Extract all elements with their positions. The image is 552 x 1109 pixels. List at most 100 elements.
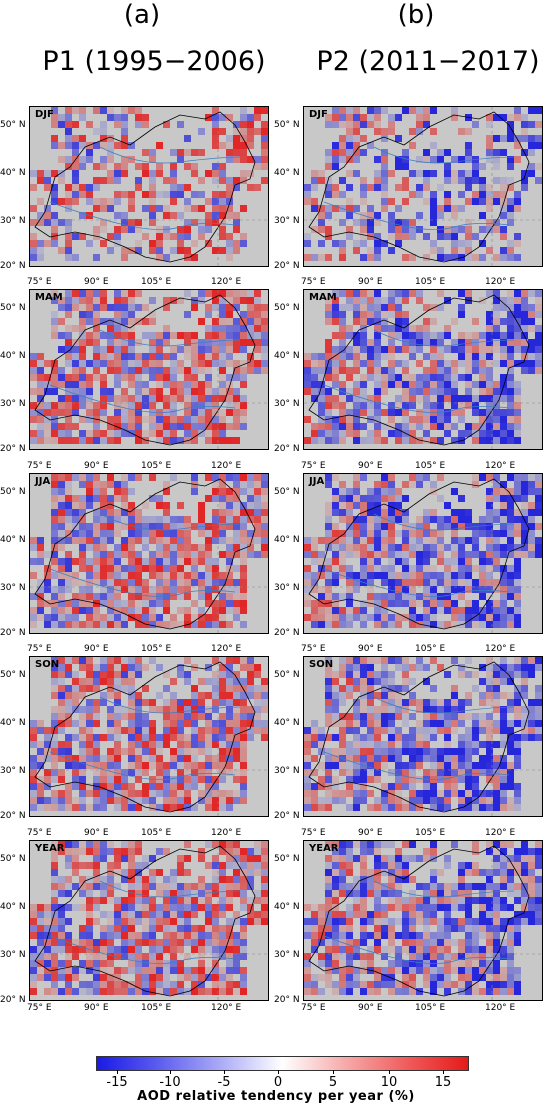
- latitude-label: 20° N: [0, 995, 26, 1005]
- latitude-label: 40° N: [274, 168, 300, 178]
- latitude-label: 20° N: [274, 261, 300, 271]
- latitude-label: 20° N: [0, 628, 26, 638]
- aod-trend-map: [304, 474, 542, 633]
- river: [49, 751, 236, 780]
- season-label: JJA: [309, 476, 325, 487]
- longitude-label: 105° E: [415, 828, 446, 838]
- map-panel: SON: [303, 656, 543, 817]
- season-label: DJF: [35, 109, 54, 120]
- longitude-label: 105° E: [141, 644, 172, 654]
- river: [99, 880, 241, 898]
- latitude-label: 50° N: [274, 303, 300, 313]
- longitude-label: 90° E: [358, 828, 383, 838]
- season-label: YEAR: [35, 843, 65, 854]
- longitude-label: 120° E: [211, 461, 242, 471]
- longitude-label: 90° E: [358, 1003, 383, 1013]
- river: [99, 146, 241, 164]
- latitude-label: 40° N: [0, 168, 26, 178]
- latitude-label: 50° N: [274, 670, 300, 680]
- latitude-label: 20° N: [274, 995, 300, 1005]
- colorbar-tick-mark: [170, 1070, 171, 1074]
- latitude-label: 50° N: [0, 487, 26, 497]
- longitude-label: 105° E: [141, 277, 172, 287]
- river: [323, 935, 510, 964]
- colorbar: [96, 1056, 469, 1071]
- season-label: YEAR: [309, 843, 339, 854]
- aod-trend-map: [30, 107, 268, 266]
- longitude-label: 120° E: [485, 461, 516, 471]
- map-panel: DJF: [303, 106, 543, 267]
- latitude-label: 50° N: [274, 487, 300, 497]
- coastline: [34, 661, 256, 813]
- longitude-label: 105° E: [141, 1003, 172, 1013]
- map-panel: JJA: [303, 473, 543, 634]
- latitude-label: 30° N: [274, 216, 300, 226]
- latitude-label: 50° N: [0, 303, 26, 313]
- aod-trend-map: [304, 290, 542, 449]
- map-panel: SON: [29, 656, 269, 817]
- colorbar-tick-mark: [443, 1070, 444, 1074]
- river: [49, 384, 236, 413]
- season-label: DJF: [309, 109, 328, 120]
- colorbar-tick-label: -5: [217, 1075, 231, 1090]
- colorbar-tick-mark: [333, 1070, 334, 1074]
- river: [49, 201, 236, 230]
- latitude-label: 20° N: [0, 444, 26, 454]
- latitude-label: 30° N: [0, 766, 26, 776]
- latitude-label: 30° N: [0, 216, 26, 226]
- longitude-label: 90° E: [358, 277, 383, 287]
- colorbar-tick-mark: [117, 1070, 118, 1074]
- colorbar-tick-label: -15: [106, 1075, 128, 1090]
- latitude-label: 50° N: [0, 670, 26, 680]
- river: [373, 696, 515, 714]
- column-letter: (b): [397, 0, 435, 30]
- latitude-label: 50° N: [274, 120, 300, 130]
- coastline: [34, 478, 256, 630]
- longitude-label: 75° E: [301, 461, 326, 471]
- coastline: [34, 294, 256, 446]
- river: [373, 146, 515, 164]
- latitude-label: 20° N: [274, 444, 300, 454]
- latitude-label: 30° N: [0, 399, 26, 409]
- season-label: SON: [309, 659, 334, 670]
- latitude-label: 30° N: [274, 950, 300, 960]
- colorbar-tick-label: 10: [380, 1075, 398, 1090]
- longitude-label: 75° E: [301, 1003, 326, 1013]
- longitude-label: 120° E: [211, 277, 242, 287]
- season-label: SON: [35, 659, 60, 670]
- season-label: JJA: [35, 476, 51, 487]
- latitude-label: 30° N: [0, 583, 26, 593]
- coastline: [308, 478, 530, 630]
- colorbar-tick-label: 5: [328, 1075, 338, 1090]
- longitude-label: 75° E: [27, 461, 52, 471]
- longitude-label: 120° E: [485, 644, 516, 654]
- aod-trend-map: [304, 107, 542, 266]
- colorbar-tick-label: -10: [159, 1075, 181, 1090]
- colorbar-tick-label: 0: [273, 1075, 283, 1090]
- column-letter: (a): [123, 0, 161, 30]
- map-panel: MAM: [303, 289, 543, 450]
- river: [49, 935, 236, 964]
- river: [373, 329, 515, 347]
- latitude-label: 40° N: [0, 718, 26, 728]
- latitude-label: 40° N: [0, 535, 26, 545]
- longitude-label: 105° E: [415, 461, 446, 471]
- longitude-label: 120° E: [211, 828, 242, 838]
- longitude-label: 90° E: [84, 277, 109, 287]
- longitude-label: 120° E: [485, 277, 516, 287]
- longitude-label: 75° E: [301, 644, 326, 654]
- longitude-label: 75° E: [27, 1003, 52, 1013]
- coastline: [308, 294, 530, 446]
- latitude-label: 30° N: [274, 399, 300, 409]
- river: [49, 568, 236, 597]
- longitude-label: 90° E: [358, 461, 383, 471]
- aod-trend-map: [30, 841, 268, 1000]
- aod-trend-map: [304, 841, 542, 1000]
- longitude-label: 120° E: [485, 828, 516, 838]
- latitude-label: 30° N: [274, 766, 300, 776]
- map-panel: JJA: [29, 473, 269, 634]
- latitude-label: 50° N: [0, 120, 26, 130]
- latitude-label: 40° N: [0, 902, 26, 912]
- colorbar-tick-mark: [278, 1070, 279, 1074]
- longitude-label: 105° E: [415, 1003, 446, 1013]
